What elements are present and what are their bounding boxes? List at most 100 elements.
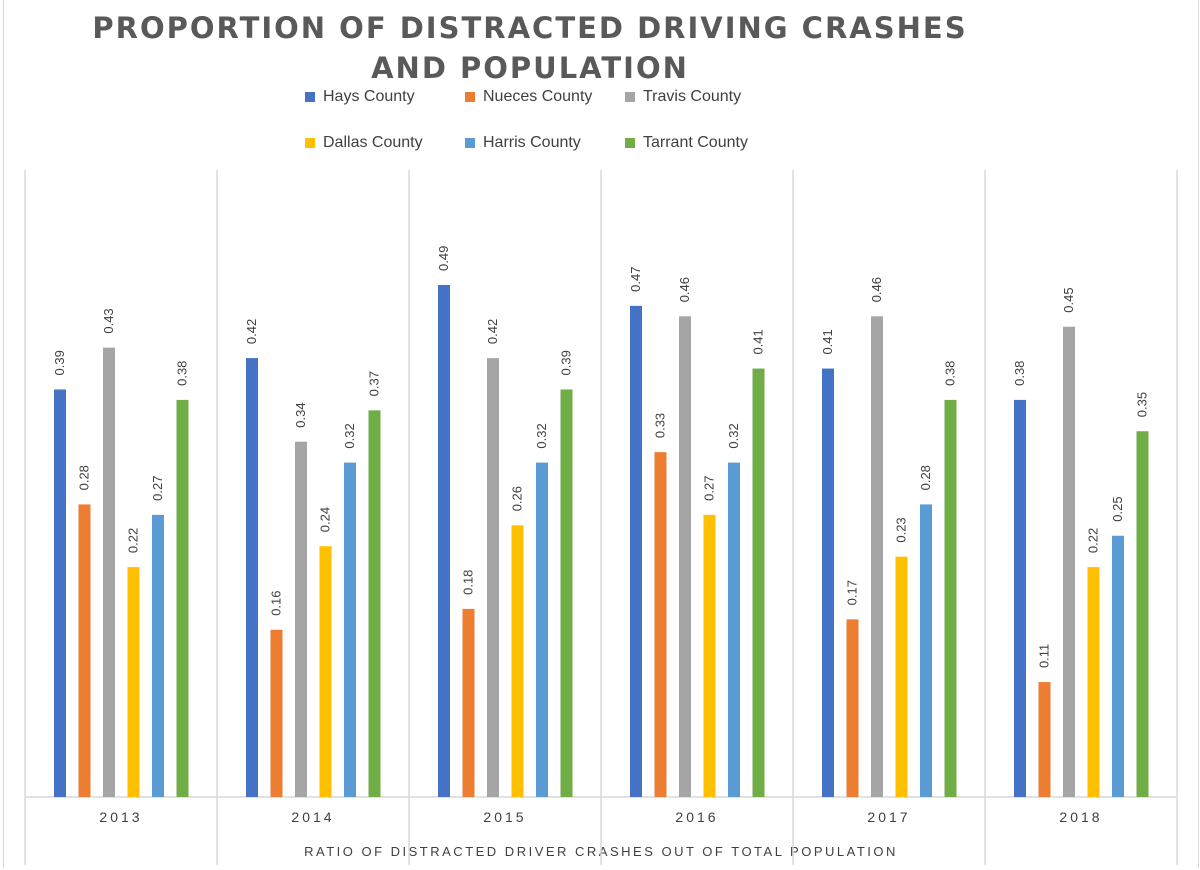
legend-label: Harris County xyxy=(483,134,581,151)
bar xyxy=(103,347,115,797)
data-label: 0.28 xyxy=(77,465,92,490)
bar xyxy=(368,410,381,797)
x-tick-label: 2017 xyxy=(867,809,910,825)
data-label: 0.46 xyxy=(869,277,884,302)
data-label: 0.32 xyxy=(726,423,741,448)
data-label: 0.32 xyxy=(534,423,549,448)
data-label: 0.38 xyxy=(943,361,958,386)
bar xyxy=(822,368,834,797)
bar xyxy=(1087,567,1100,797)
bar xyxy=(511,525,524,797)
data-label: 0.27 xyxy=(150,476,165,501)
bar xyxy=(487,358,499,797)
bar xyxy=(679,316,691,797)
data-label: 0.46 xyxy=(677,277,692,302)
legend-swatch xyxy=(625,138,635,148)
legend-label: Travis County xyxy=(643,88,742,105)
bar xyxy=(871,316,883,797)
legend-item: Tarrant County xyxy=(625,134,748,152)
data-label: 0.47 xyxy=(628,267,643,292)
bar xyxy=(536,462,548,797)
bar xyxy=(944,399,957,797)
bar xyxy=(920,504,932,797)
bar xyxy=(752,368,765,797)
bar xyxy=(1136,431,1149,797)
data-label: 0.38 xyxy=(1012,361,1027,386)
x-tick-label: 2015 xyxy=(483,809,526,825)
bar xyxy=(270,629,283,797)
bar xyxy=(78,504,91,797)
legend-swatch xyxy=(305,138,315,148)
bar xyxy=(152,514,164,797)
data-label: 0.27 xyxy=(702,476,717,501)
bar xyxy=(127,567,140,797)
bar xyxy=(462,608,475,797)
data-label: 0.22 xyxy=(126,528,141,553)
data-label: 0.28 xyxy=(918,465,933,490)
bar xyxy=(1112,535,1124,797)
data-label: 0.25 xyxy=(1110,496,1125,521)
x-tick-label: 2013 xyxy=(99,809,142,825)
data-label: 0.42 xyxy=(244,319,259,344)
legend-label: Nueces County xyxy=(483,88,593,105)
bar xyxy=(1014,399,1026,797)
data-label: 0.41 xyxy=(820,329,835,354)
data-label: 0.35 xyxy=(1135,392,1150,417)
data-label: 0.22 xyxy=(1086,528,1101,553)
data-label: 0.26 xyxy=(510,486,525,511)
bar xyxy=(246,358,258,797)
legend-swatch xyxy=(625,92,635,102)
bar xyxy=(895,556,908,797)
legend-label: Hays County xyxy=(323,88,415,105)
bar xyxy=(176,399,189,797)
legend-item: Harris County xyxy=(465,134,581,152)
data-label: 0.39 xyxy=(559,350,574,375)
data-label: 0.24 xyxy=(318,507,333,532)
legend-swatch xyxy=(465,138,475,148)
data-label: 0.23 xyxy=(894,517,909,542)
data-label: 0.32 xyxy=(342,423,357,448)
data-label: 0.49 xyxy=(436,246,451,271)
data-label: 0.17 xyxy=(845,580,860,605)
bar xyxy=(319,546,332,797)
data-label: 0.11 xyxy=(1037,644,1052,668)
legend-swatch xyxy=(465,92,475,102)
bar xyxy=(703,514,716,797)
data-label: 0.37 xyxy=(367,371,382,396)
legend-item: Hays County xyxy=(305,88,415,106)
chart-title: PROPORTION OF DISTRACTED DRIVING CRASHES… xyxy=(92,11,968,85)
data-label: 0.38 xyxy=(175,361,190,386)
data-label: 0.45 xyxy=(1061,287,1076,312)
x-tick-label: 2016 xyxy=(675,809,718,825)
bar xyxy=(560,389,573,797)
bar xyxy=(344,462,356,797)
data-label: 0.18 xyxy=(461,570,476,595)
data-label: 0.16 xyxy=(269,590,284,615)
bar xyxy=(54,389,66,797)
legend-item: Travis County xyxy=(625,88,741,106)
chart-frame xyxy=(3,0,1199,868)
legend-label: Tarrant County xyxy=(643,134,748,151)
bar xyxy=(1038,682,1051,797)
data-label: 0.43 xyxy=(101,308,116,333)
legend-swatch xyxy=(305,92,315,102)
bar xyxy=(1063,326,1075,797)
data-label: 0.42 xyxy=(485,319,500,344)
bar xyxy=(846,619,859,797)
x-tick-label: 2014 xyxy=(291,809,334,825)
legend-label: Dallas County xyxy=(323,134,423,151)
legend-item: Nueces County xyxy=(465,88,592,106)
bar xyxy=(630,305,642,797)
bar xyxy=(728,462,740,797)
data-label: 0.33 xyxy=(653,413,668,438)
bar xyxy=(654,452,667,797)
bar xyxy=(438,284,450,797)
legend-item: Dallas County xyxy=(305,134,423,152)
bar xyxy=(295,441,307,797)
data-label: 0.34 xyxy=(293,402,308,427)
data-label: 0.39 xyxy=(52,350,67,375)
data-label: 0.41 xyxy=(751,329,766,354)
x-tick-label: 2018 xyxy=(1059,809,1102,825)
x-axis-label: RATIO OF DISTRACTED DRIVER CRASHES OUT O… xyxy=(304,844,898,859)
